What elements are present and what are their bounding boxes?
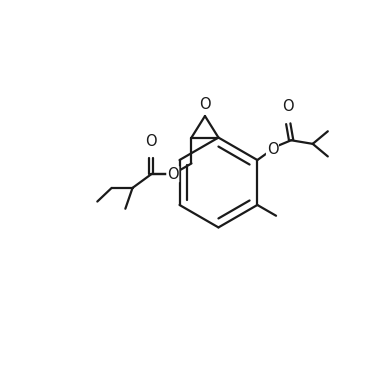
Text: O: O bbox=[199, 97, 211, 112]
Text: O: O bbox=[167, 167, 178, 182]
Text: O: O bbox=[145, 134, 157, 149]
Text: O: O bbox=[283, 99, 294, 114]
Text: O: O bbox=[267, 142, 278, 157]
